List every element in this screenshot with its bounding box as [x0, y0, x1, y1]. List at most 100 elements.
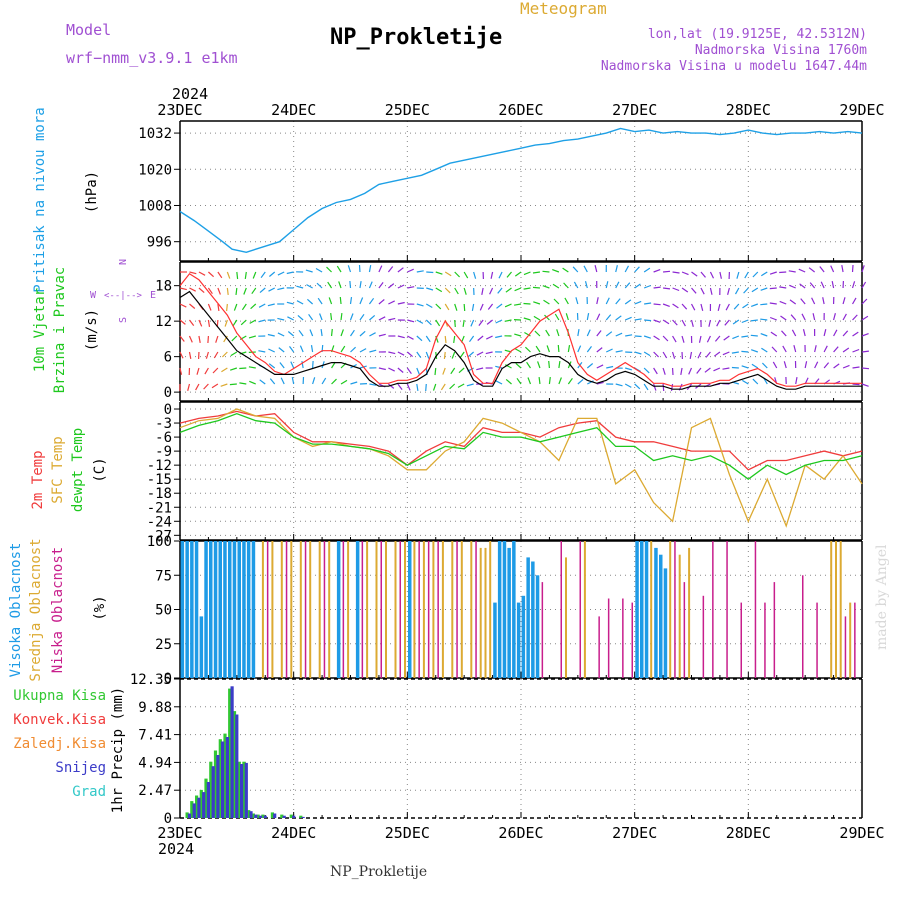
wind-arrow: [505, 378, 512, 385]
cloud-ylabel-2: Srednja Oblacnost: [28, 538, 44, 681]
cloud-high-bar: [531, 561, 535, 678]
cloud-mid-bar: [404, 541, 406, 678]
wind-arrow: [315, 267, 323, 273]
precip-total-bar: [289, 814, 293, 818]
wind-arrow: [653, 303, 661, 306]
wind-arrow: [476, 351, 484, 356]
wind-arrow: [744, 271, 749, 279]
wind-arrow: [546, 345, 550, 353]
cloud-ylabel-3: Niska Oblacnost: [50, 547, 66, 673]
pressure-line: [179, 127, 863, 254]
wind-arrow: [605, 331, 613, 337]
cloud-panel: 0 25 50 75 100: [147, 534, 863, 687]
precipitation-ytick-label: 12.35: [130, 672, 172, 688]
wind-arrow: [567, 345, 571, 353]
pressure-unit: (hPa): [84, 171, 100, 213]
wind-arrow: [814, 345, 817, 353]
wind-arrow: [388, 300, 395, 305]
wind-arrow: [425, 303, 433, 309]
precip-snow-bar: [258, 815, 263, 818]
wind-arrow: [553, 298, 560, 305]
wind-arrow: [771, 346, 778, 353]
wind-arrow: [243, 287, 247, 295]
wind-arrow: [435, 271, 443, 275]
cloud-mid-bar: [484, 547, 487, 678]
wind-arrow: [407, 286, 415, 289]
wind-arrow: [804, 361, 808, 369]
elevation-line: Nadmorska Visina 1760m: [695, 43, 867, 58]
cloud-high-bar: [497, 541, 502, 678]
temperature-ytick-label: -21: [147, 500, 172, 516]
wind-arrow: [662, 303, 670, 307]
wind-arrow: [290, 361, 295, 369]
wind-arrow: [716, 319, 721, 327]
wind-arrow: [516, 377, 522, 385]
wind-arrow: [286, 271, 294, 275]
wind-arrow: [425, 351, 430, 359]
wind-arrow: [732, 335, 740, 340]
wind-arrow: [217, 303, 220, 311]
wind-arrow: [416, 351, 422, 359]
wind-arrow: [552, 269, 560, 273]
wind-arrow: [572, 266, 579, 273]
cloud-low-bar: [342, 541, 345, 678]
wind-arrow: [444, 303, 450, 311]
wind-arrow: [425, 319, 432, 326]
wind-arrow: [624, 282, 631, 289]
cloud-mid-bar: [309, 541, 312, 678]
wind-arrow: [340, 345, 346, 353]
wind-arrow: [861, 265, 865, 273]
wind-arrow: [596, 347, 603, 353]
wind-arrow: [277, 317, 285, 321]
wind-arrow: [506, 271, 512, 278]
pressure-ytick-label: 1032: [138, 126, 172, 142]
wind-arrow: [789, 299, 797, 305]
wind-arrow: [514, 287, 522, 292]
wind-arrow: [544, 314, 550, 321]
cloud-low-bar: [607, 598, 610, 678]
wind-arrow: [449, 383, 456, 390]
wind-arrow: [615, 315, 622, 321]
wind-arrow: [725, 303, 730, 311]
wind-arrow: [760, 303, 768, 306]
wind-arrow: [217, 271, 223, 279]
wind-arrow: [189, 287, 196, 292]
wind-arrow: [217, 287, 221, 295]
wind-arrow: [319, 313, 323, 321]
wind-arrow: [299, 345, 304, 353]
wind-arrow: [823, 362, 830, 369]
cloud-mid-bar: [261, 541, 264, 678]
wind-arrow: [680, 367, 683, 376]
wind-arrow: [397, 367, 404, 373]
precip-snow-bar: [225, 737, 229, 818]
wind-arrow: [681, 287, 689, 293]
cloud-high-bar: [242, 541, 246, 678]
wind-panel: 0 6 12 18: [155, 261, 870, 402]
wind-arrow: [662, 367, 666, 375]
wind-arrow: [369, 349, 377, 353]
wind-arrow: [514, 333, 522, 337]
wind-arrow: [634, 318, 642, 321]
wind-arrow: [316, 282, 323, 289]
wind-arrow: [179, 319, 186, 325]
bottom-day-label: 26DEC: [498, 824, 543, 842]
wind-arrow: [468, 351, 475, 358]
temp-ylabel-2: SFC Temp: [50, 436, 66, 503]
compass-east: E: [150, 290, 156, 301]
wind-arrow: [349, 297, 353, 305]
wind-arrow: [504, 303, 512, 308]
wind-arrow: [624, 383, 632, 388]
precip-snow-bar: [235, 714, 239, 818]
precip-snow-bar: [197, 797, 201, 818]
wind-arrow: [681, 335, 685, 343]
wind-arrow: [552, 283, 560, 289]
precip-total-bar: [185, 812, 189, 818]
cloud-mid-bar: [280, 541, 283, 678]
cloud-low-bar: [475, 541, 477, 678]
cloud-low-bar: [674, 541, 676, 678]
wind-arrow: [268, 363, 276, 369]
precip-snow-bar: [192, 803, 196, 818]
wind-arrow: [451, 351, 456, 359]
temperature-ytick-label: -24: [147, 514, 172, 530]
cloud-mid-bar: [470, 541, 473, 678]
